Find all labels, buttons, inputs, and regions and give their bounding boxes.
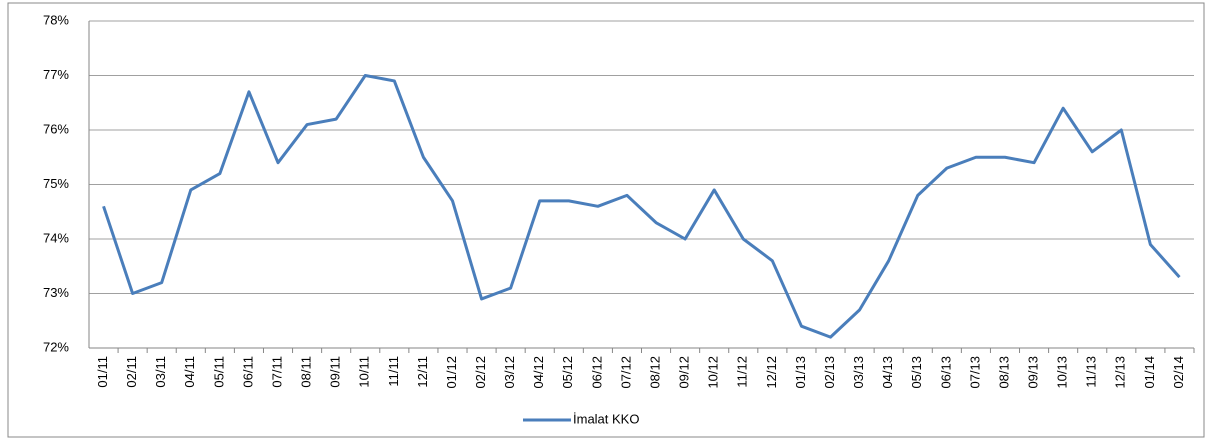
- series-line: [102, 74, 1181, 339]
- x-tick-label: 11/11: [386, 356, 401, 387]
- x-tick-label: 05/13: [909, 356, 924, 389]
- x-tick-label: 01/13: [793, 356, 808, 389]
- x-tick-label: 02/11: [124, 356, 139, 388]
- y-tick-label: 76%: [43, 121, 69, 136]
- x-tick-label: 01/14: [1142, 356, 1157, 389]
- x-tick-label: 05/12: [560, 356, 575, 389]
- x-tick-label: 07/12: [618, 356, 633, 389]
- x-tick-label: 08/11: [299, 356, 314, 388]
- x-tick-label: 02/14: [1171, 356, 1186, 389]
- x-tick-label: 05/11: [211, 356, 226, 388]
- x-tick-label: 10/13: [1055, 356, 1070, 389]
- y-tick-label: 74%: [43, 230, 69, 245]
- x-tick-label: 11/13: [1084, 356, 1099, 388]
- x-tick-label: 12/13: [1113, 356, 1128, 389]
- x-tick-label: 06/11: [240, 356, 255, 388]
- x-tick-label: 06/13: [938, 356, 953, 389]
- x-tick-label: 06/12: [589, 356, 604, 389]
- x-tick-label: 01/12: [444, 356, 459, 389]
- y-tick-label: 78%: [43, 12, 69, 27]
- y-tick-label: 73%: [43, 285, 69, 300]
- x-tick-label: 03/11: [153, 356, 168, 388]
- x-tick-label: 04/11: [182, 356, 197, 388]
- x-tick-label: 09/12: [677, 356, 692, 389]
- x-tick-label: 03/13: [851, 356, 866, 389]
- x-tick-label: 11/12: [735, 356, 750, 388]
- x-tick-label: 02/13: [822, 356, 837, 389]
- y-tick-label: 75%: [43, 176, 69, 191]
- x-tick-label: 03/12: [502, 356, 517, 389]
- x-tick-label: 12/11: [415, 356, 430, 388]
- x-tick-label: 04/13: [880, 356, 895, 389]
- y-tick-label: 77%: [43, 67, 69, 82]
- x-tick-label: 12/12: [764, 356, 779, 389]
- y-tick-label: 72%: [43, 339, 69, 354]
- x-tick-label: 10/11: [357, 356, 372, 388]
- x-tick-label: 01/11: [95, 356, 110, 388]
- x-tick-label: 09/11: [328, 356, 343, 388]
- x-tick-label: 08/12: [647, 356, 662, 389]
- x-tick-label: 10/12: [706, 356, 721, 389]
- x-tick-label: 07/13: [967, 356, 982, 389]
- legend-label: İmalat KKO: [573, 411, 639, 426]
- x-tick-label: 04/12: [531, 356, 546, 389]
- x-tick-label: 08/13: [996, 356, 1011, 389]
- x-tick-label: 09/13: [1026, 356, 1041, 389]
- x-tick-label: 07/11: [269, 356, 284, 388]
- x-tick-label: 02/12: [473, 356, 488, 389]
